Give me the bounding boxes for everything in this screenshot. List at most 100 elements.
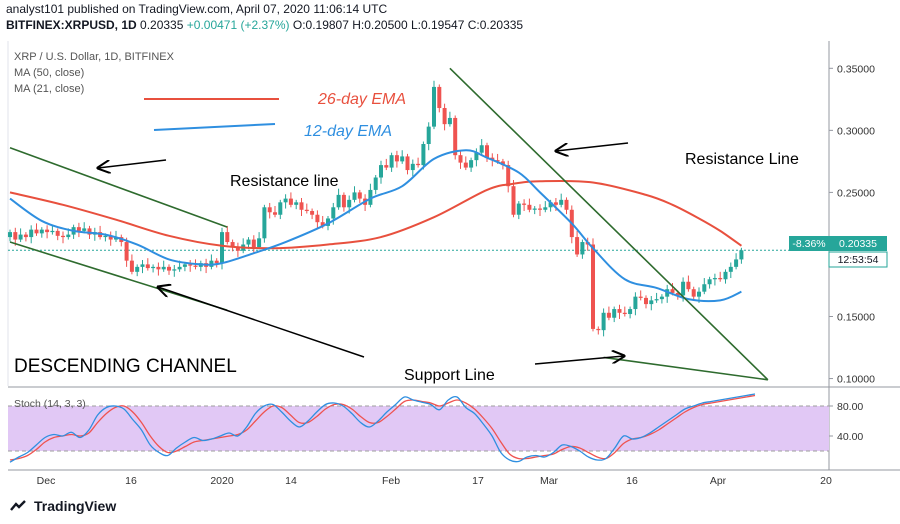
candle-body <box>463 162 468 168</box>
legend-ma21: MA (21, close) <box>14 83 85 95</box>
candle-body <box>728 266 733 272</box>
publish-line: analyst101 published on TradingView.com,… <box>6 2 388 16</box>
candle-body <box>167 266 171 271</box>
candle-body <box>45 229 50 233</box>
candle-body <box>389 155 394 168</box>
candle-body <box>135 266 140 272</box>
candle-body <box>734 259 739 267</box>
candle-body <box>214 260 219 264</box>
candle-body <box>384 165 389 168</box>
candle-body <box>739 250 744 260</box>
candle-body <box>469 160 474 168</box>
candle-body <box>326 218 330 226</box>
candle-body <box>50 230 55 233</box>
candle-body <box>379 165 383 178</box>
candle-body <box>659 296 664 300</box>
candle-body <box>506 165 511 187</box>
candle-body <box>580 242 585 255</box>
candle-body <box>193 265 198 267</box>
candle-body <box>87 228 92 235</box>
ohlc-close: C:0.20335 <box>467 18 524 32</box>
support-trend-line <box>603 356 769 381</box>
tradingview-logo-icon <box>10 499 28 513</box>
ema12-line <box>9 149 742 303</box>
price-tick-label: 0.10000 <box>837 374 875 386</box>
candle-body <box>712 278 717 280</box>
footer[interactable]: TradingView <box>10 498 116 514</box>
arrow-channel-lower <box>158 287 365 358</box>
candle-body <box>188 264 193 266</box>
time-tick-label: Mar <box>540 475 559 487</box>
candle-body <box>294 202 299 205</box>
ohlc-open: O:0.19807 <box>292 18 349 32</box>
candle-body <box>310 211 315 215</box>
ohlc-low: L:0.19547 <box>410 18 465 32</box>
candle-body <box>522 203 527 205</box>
candle-body <box>108 235 113 240</box>
channel-upper-trend-line <box>9 146 228 228</box>
candle-body <box>262 207 267 239</box>
change-pct: -8.36% <box>792 238 825 250</box>
candle-body <box>283 198 288 203</box>
candle-body <box>103 235 108 238</box>
candle-body <box>394 155 399 162</box>
candle-body <box>66 234 71 238</box>
candle-body <box>718 278 723 280</box>
footer-brand: TradingView <box>34 498 117 514</box>
time-tick-label: 16 <box>125 475 137 487</box>
time-axis: Dec 16 2020 14 Feb 17 Mar 16 Apr 20 <box>37 475 832 487</box>
candle-body <box>299 202 304 210</box>
candle-body <box>538 208 542 210</box>
stoch-levels: 80.00 40.00 <box>8 401 863 452</box>
price-tick-label: 0.25000 <box>837 187 875 199</box>
time-tick-label: 17 <box>472 475 484 487</box>
candle-body <box>426 126 431 145</box>
candle-body <box>172 269 177 271</box>
candle-body <box>257 238 262 248</box>
candle-body <box>315 214 320 223</box>
symbol-line: BITFINEX:XRPUSD, 1D 0.20335 +0.00471 (+2… <box>6 18 523 32</box>
candle-body <box>320 222 325 226</box>
candle-body <box>649 300 654 305</box>
candle-body <box>230 242 235 248</box>
candle-body <box>532 208 537 210</box>
channel-label: DESCENDING CHANNEL <box>14 356 237 377</box>
ema26-label: 26-day EMA <box>317 91 406 108</box>
ema12-legend-line <box>153 123 276 131</box>
candle-body <box>628 309 633 315</box>
candle-body <box>622 312 627 315</box>
candle-body <box>336 194 341 208</box>
time-tick-label: 2020 <box>210 475 234 487</box>
candle-body <box>612 309 617 318</box>
candle-body <box>55 230 60 236</box>
candle-body <box>220 232 224 264</box>
candle-body <box>304 209 309 212</box>
candle-body <box>373 177 378 190</box>
candle-body <box>485 145 489 158</box>
price-tick-label: 0.30000 <box>837 125 875 137</box>
price-tick-label: 0.35000 <box>837 63 875 75</box>
stoch-tick-label: 80.00 <box>837 401 863 413</box>
candle-body <box>29 229 34 238</box>
resistance-trend-line <box>449 67 769 381</box>
resistance-line-label: Resistance line <box>230 173 339 190</box>
arrow-channel-upper <box>98 159 167 168</box>
candle-body <box>654 299 659 301</box>
stoch-tick-label: 40.00 <box>837 431 863 443</box>
candle-body <box>432 86 436 127</box>
candle-body <box>352 192 357 200</box>
candle-body <box>273 212 277 215</box>
ohlc-high: H:0.20500 <box>352 18 408 32</box>
candle-body <box>177 266 182 270</box>
ema26-line <box>9 179 742 250</box>
time-tick-label: Feb <box>382 475 400 487</box>
candle-body <box>129 260 134 272</box>
candle-body <box>437 86 442 109</box>
stoch-band <box>8 406 829 451</box>
stoch-k-line <box>9 393 756 463</box>
trend-lines[interactable] <box>9 67 769 381</box>
candle-body <box>405 156 410 171</box>
candle-body <box>527 204 532 210</box>
candle-body <box>458 155 463 163</box>
